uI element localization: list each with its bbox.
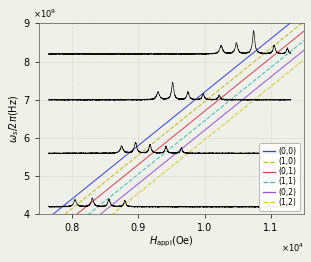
Y-axis label: $\omega_s/2\pi$(Hz): $\omega_s/2\pi$(Hz): [7, 95, 21, 143]
Text: $\times10^4$: $\times10^4$: [281, 241, 304, 254]
Text: $\times10^9$: $\times10^9$: [33, 7, 56, 20]
Legend: (0,0), (1,0), (0,1), (1,1), (0,2), (1,2): (0,0), (1,0), (0,1), (1,1), (0,2), (1,2): [259, 143, 300, 211]
X-axis label: $H_{\mathrm{appl}}$(Oe): $H_{\mathrm{appl}}$(Oe): [149, 235, 194, 249]
